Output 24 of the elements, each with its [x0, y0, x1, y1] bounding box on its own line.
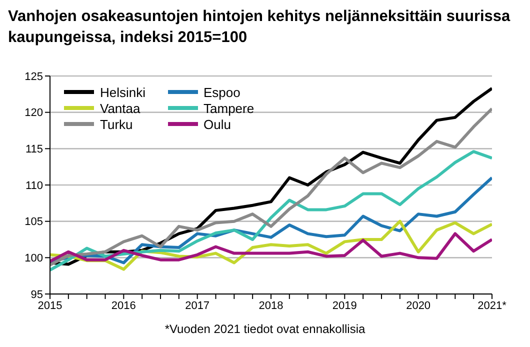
legend-label: Tampere	[204, 100, 254, 116]
legend-label: Vantaa	[100, 100, 140, 116]
x-tick-label: 2018	[258, 300, 284, 312]
y-tick-label: 110	[25, 180, 43, 192]
x-tick-label: 2016	[111, 300, 136, 312]
y-tick-label: 115	[25, 144, 43, 156]
y-tick-label: 120	[24, 107, 43, 120]
y-tick-label: 95	[30, 288, 43, 301]
x-tick-label: 2020	[406, 300, 431, 312]
legend-label: Helsinki	[100, 84, 146, 100]
y-tick-label: 105	[24, 216, 43, 228]
text: *Vuoden 2021 tiedot ovat ennakollisia	[164, 322, 366, 336]
legend-label: Espoo	[204, 84, 240, 100]
x-tick-label: 2017	[185, 300, 210, 312]
x-tick-label: 2019	[332, 300, 357, 312]
y-tick-label: 100	[24, 252, 43, 265]
legend-label: Oulu	[204, 116, 231, 132]
line-series	[50, 150, 492, 272]
legend-label: Turku	[100, 116, 133, 132]
x-tick-label: 2021*	[478, 300, 508, 312]
chart-title: Vanhojen osakeasuntojen hintojen kehitys neljänneksittäin suurissa kaupungeissa, indeksi 2015=100	[8, 7, 512, 48]
line-series	[50, 232, 492, 263]
x-tick-label: 2015	[38, 300, 62, 312]
y-tick-label: 125	[24, 70, 43, 83]
